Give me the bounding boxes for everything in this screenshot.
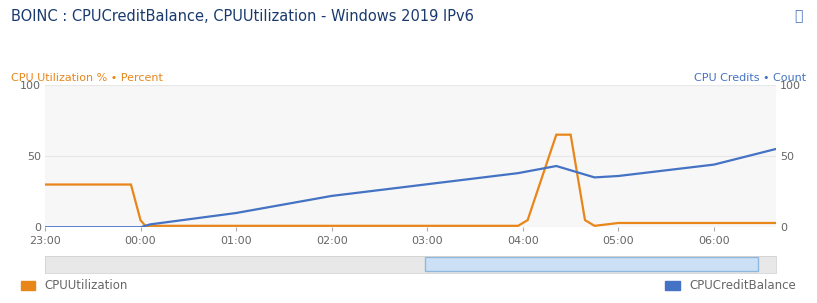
Legend: CPUUtilization: CPUUtilization: [16, 275, 133, 297]
Text: 🔍: 🔍: [794, 9, 802, 23]
FancyBboxPatch shape: [425, 257, 758, 271]
Text: CPU Credits • Count: CPU Credits • Count: [694, 73, 806, 83]
Text: CPU Utilization % • Percent: CPU Utilization % • Percent: [11, 73, 163, 83]
Legend: CPUCreditBalance: CPUCreditBalance: [661, 275, 801, 297]
Text: BOINC : CPUCreditBalance, CPUUtilization - Windows 2019 IPv6: BOINC : CPUCreditBalance, CPUUtilization…: [11, 9, 474, 24]
